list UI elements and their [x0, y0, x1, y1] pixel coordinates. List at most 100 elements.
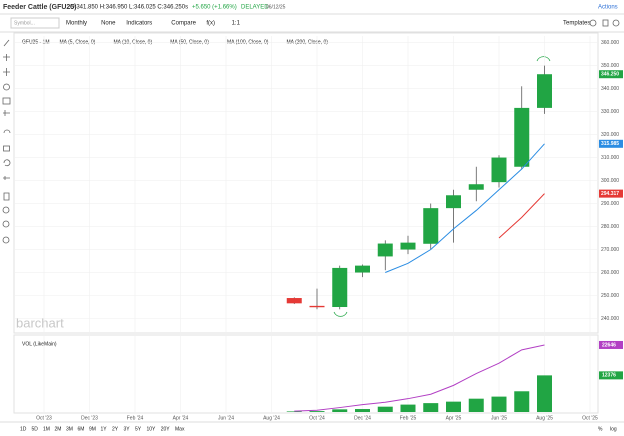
- templates[interactable]: Templates: [563, 21, 590, 27]
- y-tick-label: 260.000: [601, 270, 619, 276]
- range-button[interactable]: 5Y: [135, 426, 142, 432]
- tool[interactable]: [3, 129, 11, 134]
- toolbar-item[interactable]: f(x): [206, 21, 215, 27]
- x-tick-label: Dec '23: [81, 415, 98, 421]
- icon[interactable]: [612, 19, 620, 27]
- price-pane: [13, 32, 599, 334]
- volume-bar: [355, 409, 370, 412]
- range-button[interactable]: 5D: [32, 426, 39, 432]
- volume-bar: [377, 406, 393, 412]
- tool[interactable]: [3, 39, 10, 47]
- tool[interactable]: [3, 54, 10, 61]
- tool[interactable]: [3, 176, 10, 180]
- range-button[interactable]: 1M: [43, 426, 50, 432]
- range-button[interactable]: 20Y: [161, 426, 171, 432]
- range-button[interactable]: 3Y: [124, 426, 131, 432]
- quote: O:341.850 H:346.950 L:346.025 C:346.250s: [70, 5, 188, 11]
- candle-body: [332, 267, 348, 308]
- x-tick-label: Aug '24: [263, 415, 280, 421]
- tool[interactable]: [3, 83, 10, 91]
- range-button[interactable]: 3M: [66, 426, 73, 432]
- volume-bar: [332, 409, 348, 412]
- tool-column: [2, 39, 11, 244]
- range-button[interactable]: 2M: [55, 426, 62, 432]
- tool[interactable]: [2, 236, 10, 244]
- x-tick-label: Jun '24: [218, 415, 234, 421]
- price-tag: [599, 70, 623, 79]
- y-tick-label: 320.000: [601, 132, 619, 138]
- candle-body: [468, 184, 484, 190]
- x-tick-label: Oct '24: [309, 415, 325, 421]
- candle-body: [309, 305, 325, 308]
- tool[interactable]: [3, 145, 10, 152]
- candle-body: [446, 195, 461, 209]
- date: 06/12/25: [266, 4, 286, 10]
- range-button[interactable]: 1Y: [101, 426, 108, 432]
- y-tick-label: 240.000: [601, 316, 619, 322]
- x-tick-label: Feb '24: [127, 415, 144, 421]
- volume-line: [294, 344, 545, 412]
- toolbar-item[interactable]: Indicators: [126, 21, 152, 27]
- volume-tag-label: 12376: [602, 373, 616, 379]
- title: Feeder Cattle (GFU25): [3, 4, 77, 11]
- actions[interactable]: Actions: [598, 5, 618, 11]
- price-tag-label: 346.250: [601, 72, 619, 78]
- x-tick-label: Jun '25: [491, 415, 507, 421]
- volume-tag: [599, 340, 623, 349]
- tool[interactable]: [3, 68, 10, 76]
- candle-body: [423, 208, 439, 244]
- range-button[interactable]: Max: [175, 426, 185, 432]
- range-button[interactable]: 10Y: [147, 426, 157, 432]
- symbol-input[interactable]: Symbol...: [14, 20, 35, 26]
- candle-body: [286, 298, 302, 304]
- volume-legend: VOL (LikeMain): [22, 341, 57, 347]
- price-tag-label: 315.985: [601, 141, 619, 147]
- y-tick-label: 280.000: [601, 224, 619, 230]
- candle-body: [400, 242, 416, 250]
- ma-line: [385, 143, 545, 273]
- volume-bar: [446, 401, 461, 412]
- x-tick-label: Feb '25: [400, 415, 417, 421]
- toolbar-item[interactable]: Monthly: [66, 21, 87, 27]
- range-button[interactable]: 6M: [78, 426, 85, 432]
- plot: [14, 36, 598, 413]
- icon[interactable]: [602, 19, 609, 27]
- volume-bar: [400, 404, 416, 412]
- annotation: [333, 311, 348, 317]
- scale-option[interactable]: log: [610, 426, 617, 432]
- candle-body: [355, 265, 370, 273]
- tool[interactable]: [3, 192, 10, 201]
- tool[interactable]: [2, 220, 10, 228]
- icon[interactable]: [589, 19, 597, 27]
- price-tag: [599, 189, 623, 198]
- y-tick-label: 340.000: [601, 86, 619, 92]
- range-button[interactable]: 1D: [20, 426, 27, 432]
- symbol-box[interactable]: [10, 17, 60, 29]
- tool[interactable]: [3, 110, 10, 116]
- tool[interactable]: [2, 206, 10, 214]
- scale-option[interactable]: %: [598, 426, 603, 432]
- status: DELAYED: [241, 5, 269, 11]
- ma-line: [498, 193, 545, 239]
- range-button[interactable]: 2Y: [112, 426, 119, 432]
- x-tick-label: Oct '23: [36, 415, 52, 421]
- tool[interactable]: [2, 97, 11, 105]
- volume-tag-label: 22646: [602, 342, 616, 348]
- volume-bar: [286, 411, 302, 412]
- volume-bar: [309, 411, 325, 412]
- watermark: barchart: [16, 315, 64, 330]
- range-button[interactable]: 9M: [89, 426, 96, 432]
- volume-bar: [491, 396, 507, 412]
- candle-body: [537, 74, 552, 108]
- tool[interactable]: [3, 159, 11, 167]
- toolbar-item[interactable]: 1:1: [232, 21, 241, 27]
- toolbar-item[interactable]: None: [101, 21, 116, 27]
- x-tick-label: Aug '25: [536, 415, 553, 421]
- y-tick-label: 290.000: [601, 201, 619, 207]
- x-tick-label: Dec '24: [354, 415, 371, 421]
- y-tick-label: 300.000: [601, 178, 619, 184]
- toolbar-item[interactable]: Compare: [171, 21, 196, 27]
- x-tick-label: Apr '24: [173, 415, 189, 421]
- volume-bar: [423, 403, 439, 412]
